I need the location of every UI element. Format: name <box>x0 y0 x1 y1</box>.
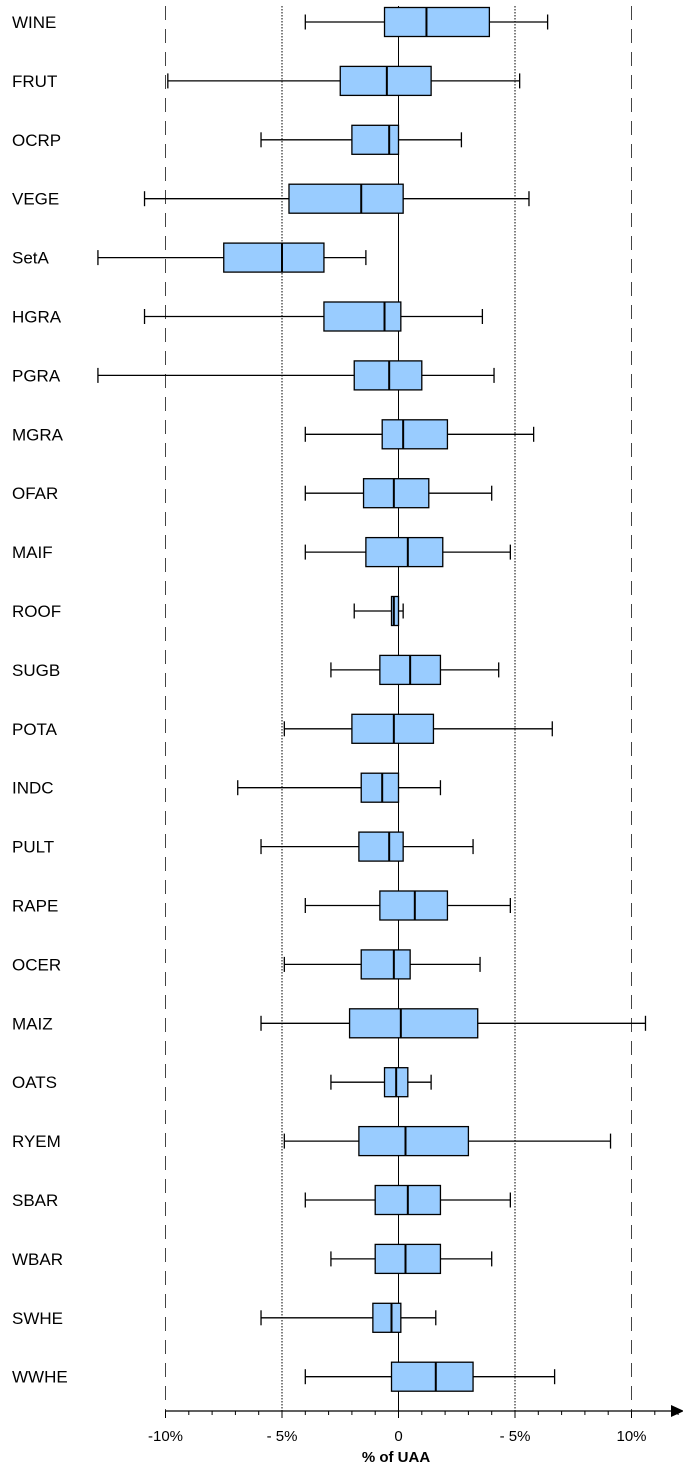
category-label: INDC <box>12 779 54 798</box>
iqr-box <box>390 1361 474 1392</box>
iqr-box <box>390 595 400 627</box>
iqr-box <box>365 536 444 568</box>
iqr-box <box>379 890 449 921</box>
iqr-box <box>351 713 435 744</box>
category-labels: WINE FRUT OCRP VEGE SetA HGRA PGRA MGRA OFAR MAIF… <box>12 13 68 1387</box>
x-ticks <box>165 1411 679 1418</box>
iqr-box <box>353 360 423 391</box>
iqr-box <box>383 6 491 38</box>
x-tick-label: 10% <box>616 1428 646 1445</box>
iqr-box <box>360 772 400 803</box>
category-label: OFAR <box>12 484 58 503</box>
category-label: RAPE <box>12 897 58 916</box>
x-axis: -10% - 5% 0 - 5% 10% <box>148 1405 683 1445</box>
box-ofar <box>304 478 493 509</box>
box-series <box>97 6 647 1392</box>
x-axis-arrow-icon <box>671 1405 683 1417</box>
category-label: MAIF <box>12 543 53 562</box>
category-label: POTA <box>12 720 58 739</box>
box-sbar <box>304 1184 511 1216</box>
box-rape <box>304 890 511 921</box>
x-tick-labels: -10% - 5% 0 - 5% 10% <box>148 1428 647 1445</box>
category-label: SetA <box>12 249 50 268</box>
category-label: ROOF <box>12 602 61 621</box>
box-roof <box>353 595 404 627</box>
box-pota <box>283 713 553 744</box>
iqr-box <box>358 1125 470 1157</box>
box-seta <box>97 242 367 273</box>
box-oats <box>330 1067 432 1098</box>
category-label: SBAR <box>12 1191 58 1210</box>
iqr-box <box>288 183 404 214</box>
category-label: OATS <box>12 1073 57 1092</box>
box-sugb <box>330 654 500 686</box>
box-maif <box>304 536 511 568</box>
category-label: SWHE <box>12 1309 63 1328</box>
category-label: HGRA <box>12 308 62 327</box>
iqr-box <box>372 1302 402 1333</box>
x-tick-label: - 5% <box>267 1428 298 1445</box>
iqr-box <box>223 242 325 273</box>
x-tick-label: - 5% <box>500 1428 531 1445</box>
x-axis-label: % of UAA <box>362 1449 430 1466</box>
iqr-box <box>362 478 430 509</box>
box-frut <box>167 65 521 97</box>
category-label: OCER <box>12 955 61 974</box>
category-label: FRUT <box>12 72 57 91</box>
iqr-box <box>348 1008 479 1039</box>
category-label: PGRA <box>12 366 61 385</box>
box-wine <box>304 6 549 38</box>
box-indc <box>237 772 442 803</box>
box-mgra <box>304 419 535 450</box>
iqr-box <box>323 301 402 332</box>
box-vege <box>143 183 530 214</box>
box-maiz <box>260 1008 647 1039</box>
category-label: WINE <box>12 13 56 32</box>
category-label: OCRP <box>12 131 61 150</box>
x-tick-label: 0 <box>394 1428 402 1445</box>
category-label: SUGB <box>12 661 60 680</box>
box-ocer <box>283 949 481 980</box>
category-label: WBAR <box>12 1250 63 1269</box>
category-label: VEGE <box>12 190 59 209</box>
iqr-box <box>374 1243 442 1275</box>
box-wwhe <box>304 1361 556 1392</box>
box-pgra <box>97 360 495 391</box>
iqr-box <box>339 65 432 97</box>
iqr-box <box>358 831 404 862</box>
category-label: MGRA <box>12 425 64 444</box>
box-ryem <box>283 1125 612 1157</box>
box-pult <box>260 831 474 862</box>
box-hgra <box>143 301 484 332</box>
category-label: MAIZ <box>12 1014 53 1033</box>
category-label: RYEM <box>12 1132 61 1151</box>
iqr-box <box>381 419 449 450</box>
box-ocrp <box>260 124 463 155</box>
x-tick-label: -10% <box>148 1428 183 1445</box>
iqr-box <box>351 124 400 155</box>
iqr-box <box>360 949 411 980</box>
category-label: PULT <box>12 838 54 857</box>
category-label: WWHE <box>12 1368 68 1387</box>
reference-lines <box>165 6 632 1411</box>
box-swhe <box>260 1302 437 1333</box>
box-wbar <box>330 1243 493 1275</box>
